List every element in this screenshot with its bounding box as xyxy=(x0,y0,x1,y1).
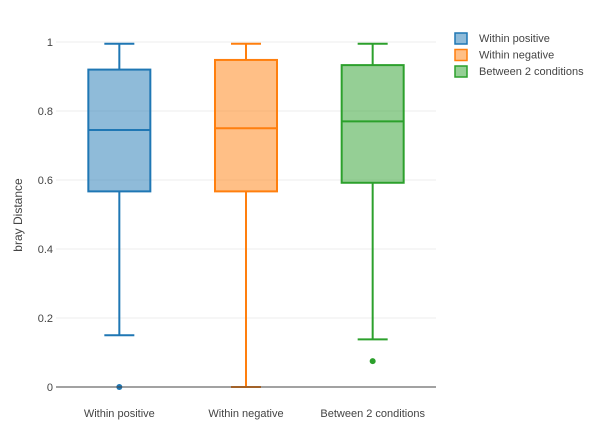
legend[interactable]: Within positive Within negative Between 2 … xyxy=(454,32,584,78)
legend-label: Within positive xyxy=(479,33,550,45)
y-tick-label: 0.4 xyxy=(38,244,53,256)
legend-item[interactable]: Within negative xyxy=(454,48,554,62)
y-tick-label: 0.8 xyxy=(38,106,53,118)
y-tick-label: 1 xyxy=(47,37,53,49)
y-tick-label: 0.2 xyxy=(38,313,53,325)
y-axis-title: bray Distance xyxy=(11,178,25,252)
axes: 0 0.2 0.4 0.6 0.8 1 Within positive Within nega… xyxy=(38,37,436,420)
x-tick-label: Within negative xyxy=(208,408,283,420)
legend-swatch xyxy=(454,32,468,45)
legend-swatch xyxy=(454,48,468,62)
y-tick-label: 0.6 xyxy=(38,175,53,187)
legend-item[interactable]: Between 2 conditions xyxy=(454,65,584,78)
box-3 xyxy=(340,42,405,365)
legend-item[interactable]: Within positive xyxy=(454,32,550,45)
x-tick-label: Between 2 conditions xyxy=(320,408,425,420)
iqr-box xyxy=(214,58,278,193)
box-layer xyxy=(87,42,405,390)
box-1 xyxy=(87,42,152,390)
x-tick-label: Within positive xyxy=(84,408,155,420)
outlier-point xyxy=(369,358,376,365)
legend-label: Within negative xyxy=(479,50,554,62)
legend-swatch xyxy=(454,65,468,78)
iqr-box xyxy=(340,64,405,184)
y-tick-label: 0 xyxy=(47,382,53,394)
legend-label: Between 2 conditions xyxy=(479,66,584,78)
box-2 xyxy=(214,42,278,388)
